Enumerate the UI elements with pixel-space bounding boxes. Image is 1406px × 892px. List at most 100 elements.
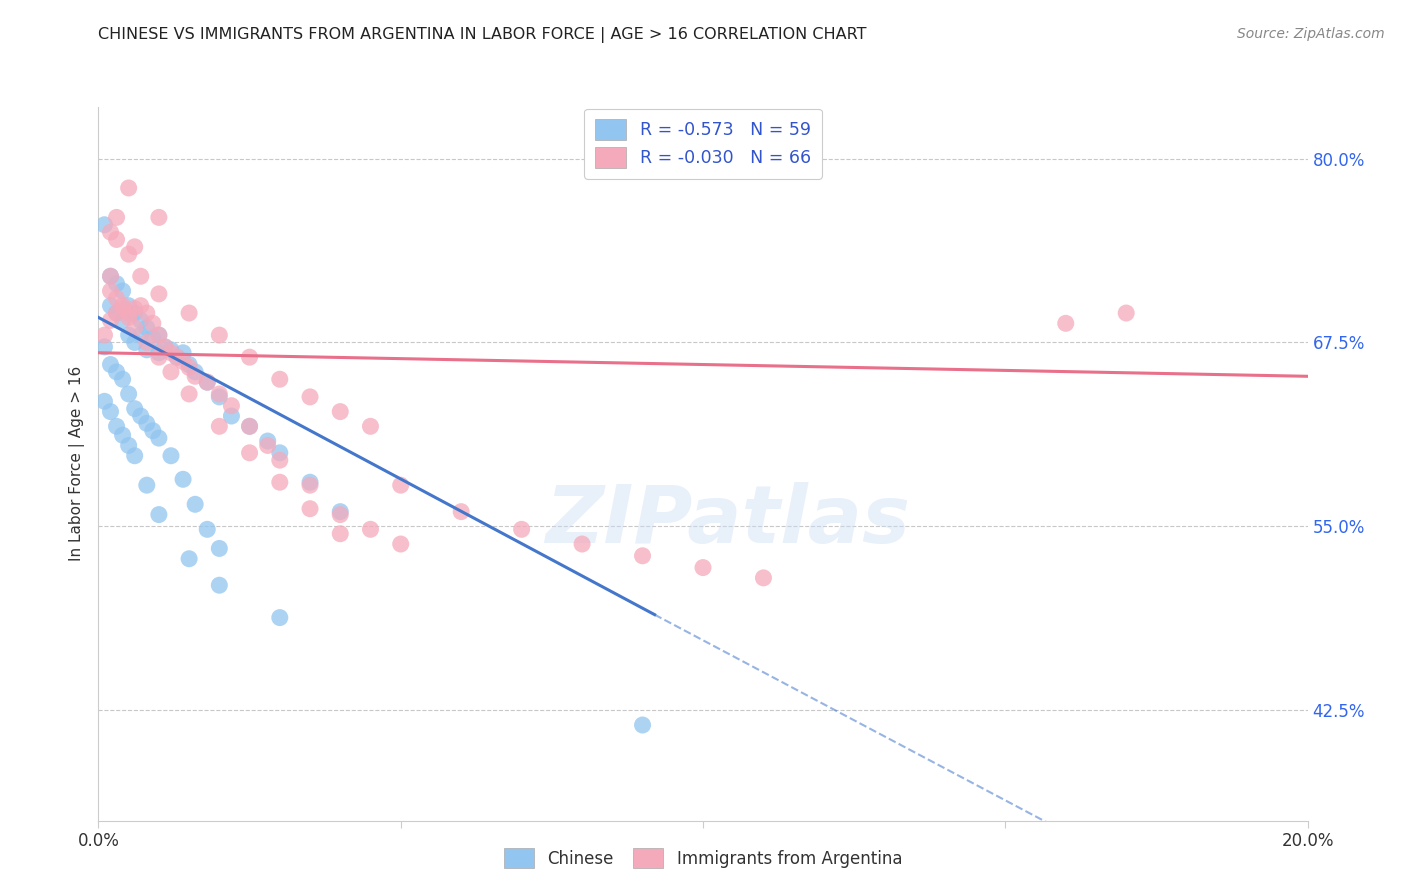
Point bbox=[105, 306, 128, 320]
Point bbox=[184, 369, 207, 384]
Point bbox=[195, 375, 218, 389]
Point bbox=[256, 434, 278, 448]
Point bbox=[692, 560, 714, 574]
Point bbox=[172, 354, 194, 368]
Point bbox=[148, 508, 170, 522]
Point bbox=[142, 331, 165, 345]
Point bbox=[135, 320, 157, 334]
Point bbox=[239, 350, 262, 364]
Point bbox=[142, 424, 165, 438]
Point bbox=[269, 453, 291, 467]
Point bbox=[1115, 306, 1137, 320]
Point bbox=[208, 328, 231, 343]
Point bbox=[299, 390, 322, 404]
Point bbox=[105, 291, 128, 305]
Point bbox=[129, 328, 152, 343]
Point bbox=[100, 299, 122, 313]
Point bbox=[100, 313, 122, 327]
Point bbox=[148, 328, 170, 343]
Point bbox=[129, 269, 152, 284]
Point bbox=[118, 438, 141, 452]
Point bbox=[239, 419, 262, 434]
Point bbox=[148, 286, 170, 301]
Point bbox=[571, 537, 593, 551]
Point bbox=[124, 449, 146, 463]
Point bbox=[269, 372, 291, 386]
Point bbox=[184, 497, 207, 511]
Point bbox=[360, 522, 382, 536]
Point bbox=[111, 372, 134, 386]
Point bbox=[148, 211, 170, 225]
Point bbox=[160, 343, 183, 357]
Point bbox=[179, 360, 201, 375]
Point bbox=[510, 522, 533, 536]
Point bbox=[129, 409, 152, 423]
Point bbox=[299, 501, 322, 516]
Point bbox=[195, 375, 218, 389]
Point bbox=[124, 301, 146, 316]
Point bbox=[184, 365, 207, 379]
Point bbox=[299, 475, 322, 490]
Point bbox=[148, 350, 170, 364]
Point bbox=[160, 365, 183, 379]
Point bbox=[118, 299, 141, 313]
Point bbox=[129, 313, 152, 327]
Point bbox=[179, 387, 201, 401]
Y-axis label: In Labor Force | Age > 16: In Labor Force | Age > 16 bbox=[69, 367, 84, 561]
Point bbox=[329, 526, 352, 541]
Point bbox=[93, 218, 115, 232]
Point bbox=[752, 571, 775, 585]
Point bbox=[118, 306, 141, 320]
Point bbox=[100, 269, 122, 284]
Point bbox=[111, 301, 134, 316]
Point bbox=[105, 232, 128, 246]
Point bbox=[118, 310, 141, 325]
Point bbox=[160, 449, 183, 463]
Legend: Chinese, Immigrants from Argentina: Chinese, Immigrants from Argentina bbox=[495, 839, 911, 877]
Point bbox=[160, 345, 183, 359]
Point bbox=[105, 306, 128, 320]
Point bbox=[256, 438, 278, 452]
Point bbox=[111, 428, 134, 442]
Point bbox=[135, 306, 157, 320]
Point bbox=[179, 551, 201, 566]
Point bbox=[124, 401, 146, 416]
Point bbox=[1054, 316, 1077, 330]
Point bbox=[631, 549, 654, 563]
Point bbox=[142, 316, 165, 330]
Point bbox=[329, 404, 352, 418]
Point bbox=[124, 320, 146, 334]
Point bbox=[269, 475, 291, 490]
Point bbox=[111, 284, 134, 298]
Point bbox=[208, 390, 231, 404]
Point bbox=[299, 478, 322, 492]
Point bbox=[208, 419, 231, 434]
Point bbox=[329, 505, 352, 519]
Point bbox=[135, 335, 157, 350]
Point bbox=[172, 345, 194, 359]
Point bbox=[111, 299, 134, 313]
Point bbox=[148, 345, 170, 359]
Point bbox=[105, 277, 128, 291]
Point bbox=[269, 446, 291, 460]
Point bbox=[93, 394, 115, 409]
Point bbox=[100, 358, 122, 372]
Text: Source: ZipAtlas.com: Source: ZipAtlas.com bbox=[1237, 27, 1385, 41]
Text: CHINESE VS IMMIGRANTS FROM ARGENTINA IN LABOR FORCE | AGE > 16 CORRELATION CHART: CHINESE VS IMMIGRANTS FROM ARGENTINA IN … bbox=[98, 27, 868, 43]
Point bbox=[195, 522, 218, 536]
Point bbox=[166, 350, 188, 364]
Point bbox=[239, 446, 262, 460]
Point bbox=[450, 505, 472, 519]
Point bbox=[105, 211, 128, 225]
Point bbox=[389, 478, 412, 492]
Point bbox=[118, 247, 141, 261]
Point bbox=[179, 306, 201, 320]
Point bbox=[166, 350, 188, 364]
Point bbox=[129, 299, 152, 313]
Point bbox=[135, 343, 157, 357]
Point bbox=[208, 578, 231, 592]
Point bbox=[148, 328, 170, 343]
Point bbox=[118, 328, 141, 343]
Point bbox=[360, 419, 382, 434]
Point bbox=[208, 541, 231, 556]
